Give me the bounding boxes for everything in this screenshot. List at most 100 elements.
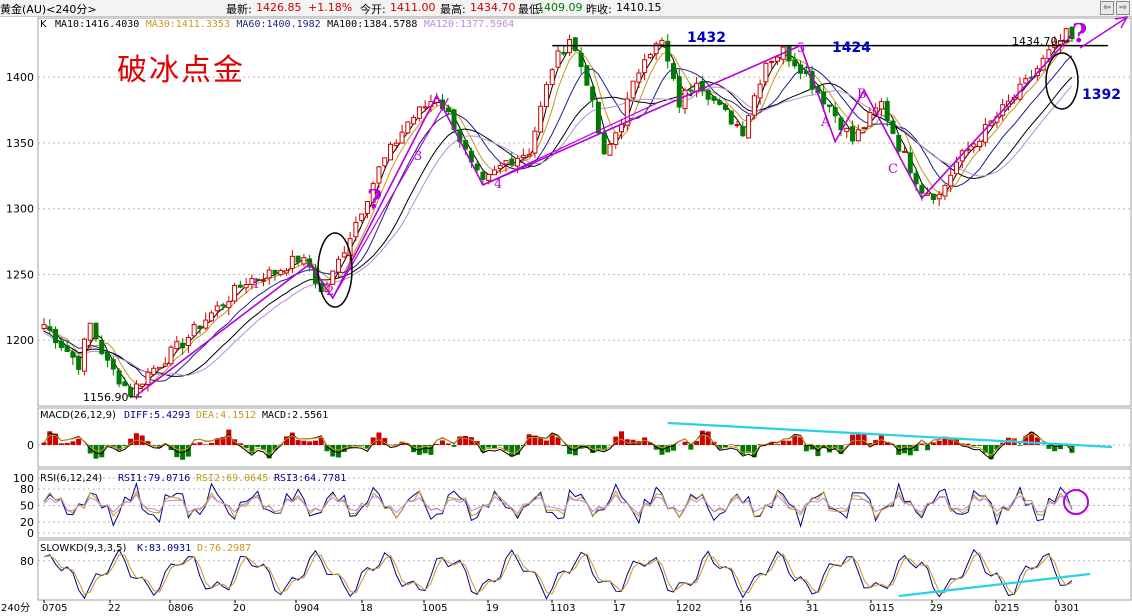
candle-body [590,86,596,101]
candle-body [474,163,480,171]
candle-body [538,105,544,133]
wave-label-2: 2 [326,284,334,299]
candle-body [705,89,711,100]
candle-body [255,278,261,281]
candle-body [711,96,717,101]
panel-border-0 [37,17,1132,407]
rsi-legend-rsi3: RSI3:64.7781 [274,473,346,484]
candle-body [884,100,890,122]
level-label-1424: 1424 [832,40,871,56]
x-tick-label: 18 [360,603,373,614]
candle-body [699,81,705,92]
candle-body [601,132,607,155]
level-label-1432: 1432 [687,30,726,46]
period-label: 240分 [1,602,30,614]
candle-body [370,183,376,203]
candle-body [653,43,659,55]
candle-body [919,184,925,194]
macd-panel-title: MACD(26,12,9) [40,410,116,421]
candle-body [110,359,116,370]
candle-body [116,370,122,385]
candle-body [47,326,53,331]
ma-legend-ma120: MA120:1377.5964 [424,19,514,30]
candle-body [676,76,682,108]
candle-body [757,83,763,99]
candle-body [157,366,163,370]
candle-body [497,164,503,169]
breakout-arrow-head [1114,16,1129,29]
candle-body [717,100,723,105]
candle-body [953,161,959,175]
candle-body [832,107,838,117]
candle-body [532,130,538,154]
candle-body [613,132,619,145]
candle-body [907,152,913,174]
candle-body [237,284,243,288]
wave-label-C: C [888,162,898,177]
candle-body [503,160,509,165]
candle-body [81,338,87,372]
open-value: 1411.00 [390,1,436,14]
candle-body [220,304,226,307]
candle-body [826,104,832,107]
candle-body [232,285,238,302]
arrow-left-icon[interactable]: ⇦ [1100,1,1114,15]
candle-body [463,140,469,150]
candle-body [399,131,405,144]
candle-body [105,351,111,361]
candle-body [70,351,76,358]
macd-dea-line [43,432,1073,456]
candle-body [64,345,70,353]
candle-body [769,60,775,64]
price-tick-label: 1400 [6,71,34,84]
rsi-legend-rsi1: RSI1:79.0716 [118,473,190,484]
candle-body [878,101,884,110]
moving-average-lines [43,35,1073,390]
candle-body [53,328,59,344]
candle-body [203,319,209,329]
kd-divergence-trendline [898,572,1091,598]
macd-tick-0: 0 [27,439,34,452]
candle-body [982,124,988,143]
candle-body [278,270,284,276]
rsi-tick-label: 100 [13,472,34,485]
candle-body [728,110,734,125]
x-tick-label: 19 [486,603,499,614]
rsi-panel-title: RSI(6,12,24) [40,473,102,484]
candle-body [821,91,827,105]
rsi1-line [43,481,1073,528]
wave-label-1: 1 [252,277,260,292]
candle-body [76,355,82,370]
candle-body [561,51,567,55]
x-tick-label: 0904 [294,603,319,614]
candle-body [844,127,850,133]
candle-body [1052,41,1058,48]
arrow-right-icon[interactable]: ⇨ [1116,1,1130,15]
candle-body [578,52,584,68]
candle-body [520,154,526,158]
panel-border-3 [37,539,1132,601]
wave-label-3: 3 [414,149,422,164]
candle-body [543,84,549,108]
candle-body [763,62,769,83]
kd-k-line [43,548,1073,600]
candlestick-series [41,26,1075,400]
candle-body [197,325,203,330]
x-tick-label: 31 [806,603,819,614]
candle-body [971,143,977,148]
question-mark-right: ? [1072,19,1087,49]
k-panel-title: K [40,19,47,30]
candle-body [284,270,290,274]
candle-body [162,363,168,367]
chart-title-text: 破冰点金 [117,53,245,88]
quote-header-bar: 黄金(AU)<240分> 最新: 1426.85 +1.18% 今开: 1411… [0,0,1132,17]
x-tick-label: 0115 [869,603,894,614]
candle-body [930,193,936,201]
candle-body [208,312,214,322]
candle-body [249,278,255,285]
candle-body [486,173,492,181]
candle-body [445,107,451,113]
change-percent: +1.18% [308,1,353,14]
price-tick-label: 1250 [6,268,34,281]
